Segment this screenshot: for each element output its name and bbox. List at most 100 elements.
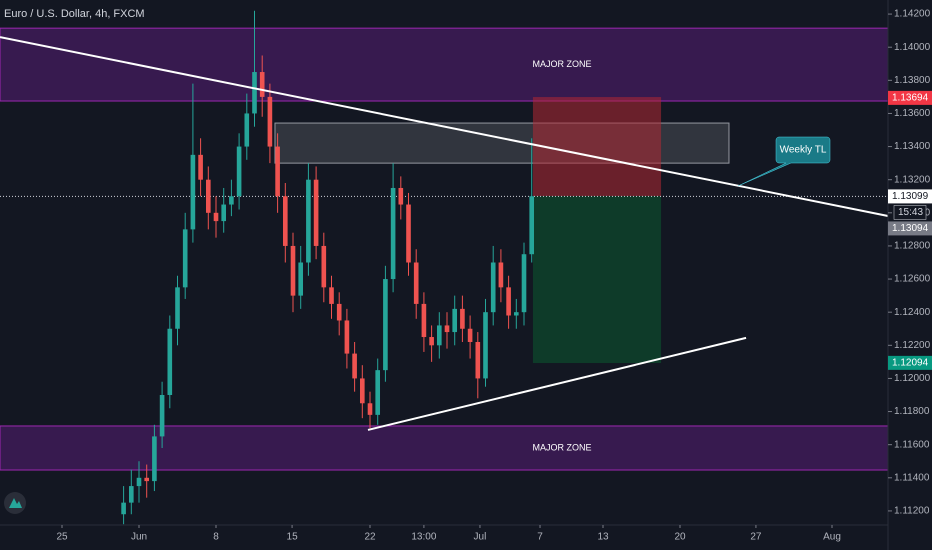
candle-body [321,245,327,288]
price-tag [888,189,932,204]
candle-body [290,245,296,296]
candle-body [136,477,142,487]
candle-body [444,325,450,333]
major-zone [0,425,889,471]
price-tag [888,90,932,105]
candle-body [452,308,458,333]
y-tick-label: 1.11200 [894,506,930,517]
candle-body [513,312,519,316]
price-tag-label: 1.13694 [892,93,929,104]
y-tick-label: 1.13400 [894,141,931,152]
price-tag-label: 1.12094 [892,358,929,369]
candle-body [175,287,180,329]
y-tick-label: 1.12800 [894,241,931,252]
candle-body [383,279,388,371]
candle-body [406,204,411,263]
y-tick-label: 1.11400 [894,472,930,483]
y-tick-label: 1.13200 [894,174,931,185]
x-tick-label: 22 [364,532,376,543]
candle-body [398,187,404,205]
y-tick-label: 1.13800 [894,75,931,86]
candle-body [475,341,481,379]
y-tick-label: 1.12200 [894,340,931,351]
candle-body [259,72,265,97]
plot: MAJOR ZONE MAJOR ZONE [0,10,889,525]
candle-body [375,370,381,415]
candle-body [267,96,273,147]
candle-body [221,204,227,222]
candle-body [229,196,234,205]
x-tick-label: 13 [597,532,609,543]
major-zone [0,27,889,102]
trend-line [367,336,747,431]
y-tick-label: 1.11800 [894,406,930,417]
y-tick-label: 1.12400 [894,307,931,318]
candle-body [490,262,496,313]
candle-body [344,320,350,354]
x-tick-label: 25 [56,532,68,543]
candle-body [413,262,419,304]
x-tick-label: 20 [674,532,686,543]
candle-body [436,325,442,346]
candle-body [159,394,165,437]
price-tag-label: 1.13099 [892,191,929,202]
countdown: 15:43 [898,207,923,218]
candle-body [352,353,357,379]
candle-body [275,146,280,197]
callout-label: Weekly TL [780,145,827,156]
price-tag [888,221,932,236]
candle-body [282,196,288,246]
x-tick-label: 13:00 [411,532,436,543]
price-tag [888,355,932,370]
candle-body [144,477,150,482]
chart-title: Euro / U.S. Dollar, 4h, FXCM [4,8,145,20]
candle-body [152,436,157,482]
candle-body [252,72,257,114]
candle-body [213,212,219,222]
countdown-box [893,205,927,220]
x-tick-label: Jun [131,532,147,543]
candle-body [483,312,488,379]
y-tick-label: 1.13600 [894,108,931,119]
candle-body [121,502,126,515]
price-tag-label: 1.13094 [892,223,929,234]
candle-body [336,303,342,321]
y-tick-label: 1.11600 [894,439,930,450]
candle-body [306,179,311,263]
candle-body [390,187,396,280]
x-tick-label: 7 [537,532,543,543]
y-tick-label: 1.14000 [894,42,931,53]
candle-body [244,113,250,147]
candle-body [198,154,203,180]
candle-body [467,328,473,342]
candle-body [205,179,211,213]
position-box [532,97,662,197]
candle-body [359,378,365,404]
candle-body [329,287,334,304]
callout-box [737,136,831,187]
y-tick-label: 1.12000 [894,373,931,384]
candle-body [128,486,134,503]
logo-icon [9,498,22,508]
x-tick-label: Aug [823,532,841,543]
callout: Weekly TL [737,136,831,187]
x-tick-label: Jul [474,532,487,543]
candle-body [529,196,535,255]
candle-body [421,303,427,338]
y-tick-label: 1.14200 [894,9,931,20]
candle-body [367,403,373,415]
trend-line [0,36,889,217]
logo [4,492,26,514]
candle-body [521,254,527,313]
candle-body [236,146,242,197]
x-tick-label: 8 [213,532,219,543]
x-tick-label: 27 [750,532,762,543]
candle-body [498,262,504,288]
candle-body [190,154,196,230]
candle-body [167,328,173,395]
candle-body [506,287,511,316]
y-tick-label: 1.12600 [894,274,931,285]
zone-label: MAJOR ZONE [532,442,591,452]
